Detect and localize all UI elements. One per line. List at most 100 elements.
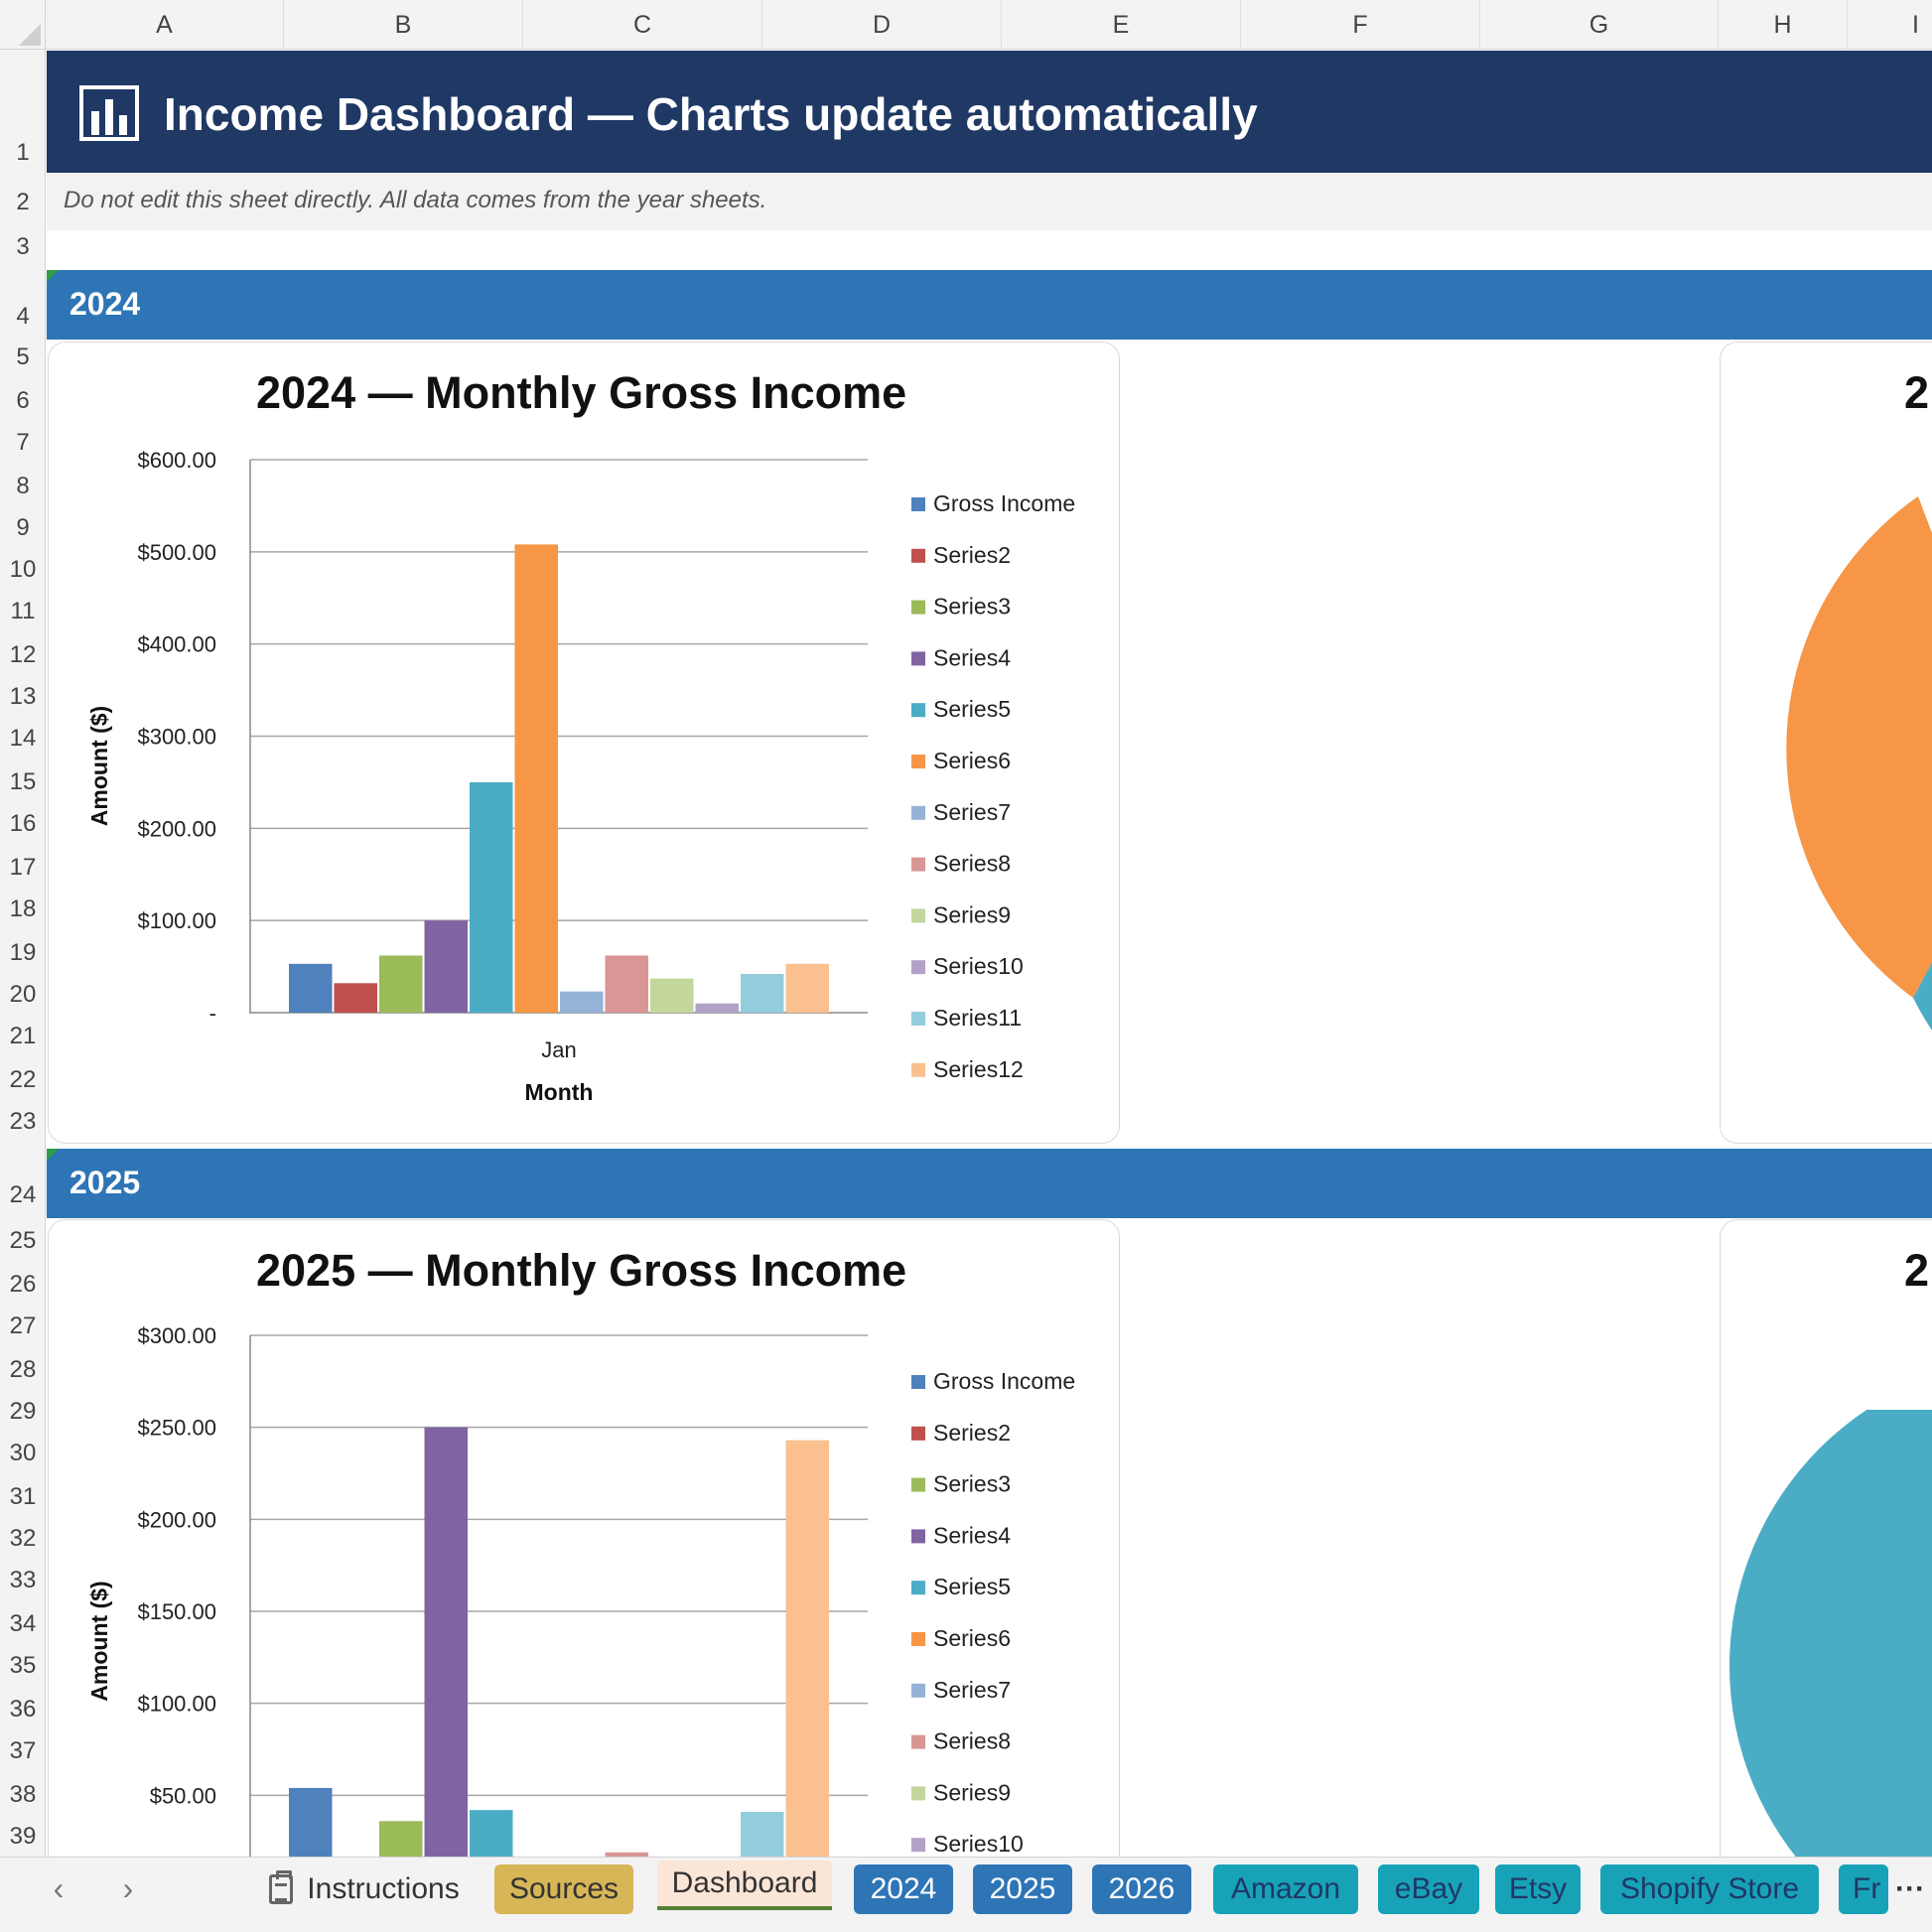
tab-dashboard[interactable]: Dashboard [657, 1861, 832, 1910]
row-header-32[interactable]: 32 [9, 1525, 37, 1552]
legend-entry[interactable]: Series3 [933, 1471, 1011, 1497]
bar-series8[interactable] [605, 955, 649, 1013]
row-header-31[interactable]: 31 [9, 1483, 37, 1510]
row-header-17[interactable]: 17 [9, 854, 37, 881]
legend-entry[interactable]: Series7 [933, 799, 1011, 825]
legend-entry[interactable]: Series2 [933, 542, 1011, 568]
tab-2025[interactable]: 2025 [973, 1864, 1072, 1914]
bar-gross-income[interactable] [289, 1787, 333, 1857]
row-header-4[interactable]: 4 [16, 303, 30, 330]
pie-chart-2025[interactable] [1720, 1410, 1932, 1857]
row-header-18[interactable]: 18 [9, 896, 37, 922]
tab-2026[interactable]: 2026 [1092, 1864, 1191, 1914]
bar-chart-2024[interactable]: - $100.00 $200.00 $300.00 $400.00 $500.00 $600… [48, 427, 1120, 1132]
row-header-28[interactable]: 28 [9, 1356, 37, 1383]
row-header-22[interactable]: 22 [9, 1066, 37, 1093]
row-header-39[interactable]: 39 [9, 1823, 37, 1850]
row-header-16[interactable]: 16 [9, 810, 37, 837]
bar-series3[interactable] [379, 1821, 423, 1857]
bar-series4[interactable] [424, 920, 469, 1013]
row-header-35[interactable]: 35 [9, 1652, 37, 1679]
pie-slice-series5[interactable] [1729, 1410, 1932, 1857]
row-header-38[interactable]: 38 [9, 1781, 37, 1808]
bar-series5[interactable] [470, 1810, 513, 1857]
row-header-21[interactable]: 21 [9, 1023, 37, 1049]
legend-entry[interactable]: Series3 [933, 594, 1011, 620]
chart-card-2025-bar[interactable] [48, 1219, 1120, 1894]
legend-entry[interactable]: Series9 [933, 1779, 1011, 1805]
legend-entry[interactable]: Gross Income [933, 1368, 1075, 1394]
row-header-30[interactable]: 30 [9, 1440, 37, 1466]
bar-gross-income[interactable] [289, 963, 333, 1013]
row-header-1[interactable]: 1 [16, 139, 30, 166]
tab-instructions[interactable]: Instructions [260, 1864, 469, 1914]
row-header-27[interactable]: 27 [9, 1312, 37, 1339]
row-header-19[interactable]: 19 [9, 939, 37, 966]
pie-slice-series5[interactable] [1913, 784, 1932, 1052]
more-tabs-button[interactable]: ··· [1888, 1864, 1932, 1914]
legend-entry[interactable]: Series8 [933, 851, 1011, 877]
tab-fr-truncated[interactable]: Fr [1839, 1864, 1888, 1914]
row-header-14[interactable]: 14 [9, 725, 37, 752]
bar-series11[interactable] [741, 1812, 784, 1857]
row-header-11[interactable]: 11 [10, 598, 36, 624]
bar-series7[interactable] [560, 991, 604, 1013]
pie-chart-2024[interactable] [1720, 496, 1932, 1052]
row-header-5[interactable]: 5 [16, 344, 30, 370]
select-all-corner[interactable] [0, 0, 46, 50]
legend-entry[interactable]: Series5 [933, 696, 1011, 722]
legend-entry[interactable]: Series4 [933, 1522, 1011, 1548]
legend-entry[interactable]: Series8 [933, 1728, 1011, 1754]
row-header-36[interactable]: 36 [9, 1696, 37, 1723]
bar-series6[interactable] [514, 544, 559, 1013]
row-header-37[interactable]: 37 [9, 1737, 37, 1764]
row-header-23[interactable]: 23 [9, 1108, 37, 1135]
row-header-15[interactable]: 15 [9, 768, 37, 795]
row-header-12[interactable]: 12 [9, 641, 37, 668]
tab-shopify-store[interactable]: Shopify Store [1600, 1864, 1819, 1914]
column-header-e[interactable]: E [1002, 0, 1241, 50]
column-header-d[interactable]: D [762, 0, 1002, 50]
bar-series12[interactable] [785, 963, 830, 1013]
row-header-24[interactable]: 24 [9, 1181, 37, 1208]
row-header-9[interactable]: 9 [16, 514, 30, 541]
legend-entry[interactable]: Series2 [933, 1420, 1011, 1446]
bar-series8[interactable] [605, 1852, 649, 1857]
legend-entry[interactable]: Series6 [933, 1625, 1011, 1651]
bar-series3[interactable] [379, 955, 423, 1013]
bar-series9[interactable] [650, 978, 694, 1013]
legend-entry[interactable]: Series10 [933, 1831, 1024, 1857]
row-header-20[interactable]: 20 [9, 981, 37, 1008]
row-header-26[interactable]: 26 [9, 1271, 37, 1298]
row-header-2[interactable]: 2 [16, 189, 30, 215]
row-header-25[interactable]: 25 [9, 1227, 37, 1254]
row-header-34[interactable]: 34 [9, 1610, 37, 1637]
bar-series4[interactable] [424, 1427, 469, 1857]
legend-entry[interactable]: Series7 [933, 1677, 1011, 1703]
legend-entry[interactable]: Series11 [933, 1005, 1022, 1031]
bar-series12[interactable] [785, 1440, 830, 1857]
legend-entry[interactable]: Series12 [933, 1056, 1024, 1082]
row-header-3[interactable]: 3 [16, 233, 30, 260]
tab-2024[interactable]: 2024 [854, 1864, 953, 1914]
row-header-10[interactable]: 10 [9, 556, 37, 583]
column-header-b[interactable]: B [284, 0, 523, 50]
column-header-f[interactable]: F [1241, 0, 1480, 50]
bar-chart-2025[interactable]: $50.00 $100.00 $150.00 $200.00 $250.00 $300.0… [48, 1305, 1120, 1857]
legend-entry[interactable]: Gross Income [933, 490, 1075, 516]
column-header-a[interactable]: A [46, 0, 284, 50]
column-header-h[interactable]: H [1719, 0, 1848, 50]
row-header-7[interactable]: 7 [16, 429, 30, 456]
tab-ebay[interactable]: eBay [1378, 1864, 1479, 1914]
bar-series11[interactable] [741, 974, 784, 1013]
row-header-6[interactable]: 6 [16, 387, 30, 414]
legend-entry[interactable]: Series9 [933, 901, 1011, 927]
row-header-29[interactable]: 29 [9, 1398, 37, 1425]
legend-entry[interactable]: Series10 [933, 953, 1024, 979]
legend-entry[interactable]: Series5 [933, 1574, 1011, 1599]
tab-sources[interactable]: Sources [494, 1864, 633, 1914]
bar-series2[interactable] [334, 983, 378, 1013]
row-header-8[interactable]: 8 [16, 473, 30, 499]
tab-amazon[interactable]: Amazon [1213, 1864, 1358, 1914]
row-header-13[interactable]: 13 [9, 683, 37, 710]
